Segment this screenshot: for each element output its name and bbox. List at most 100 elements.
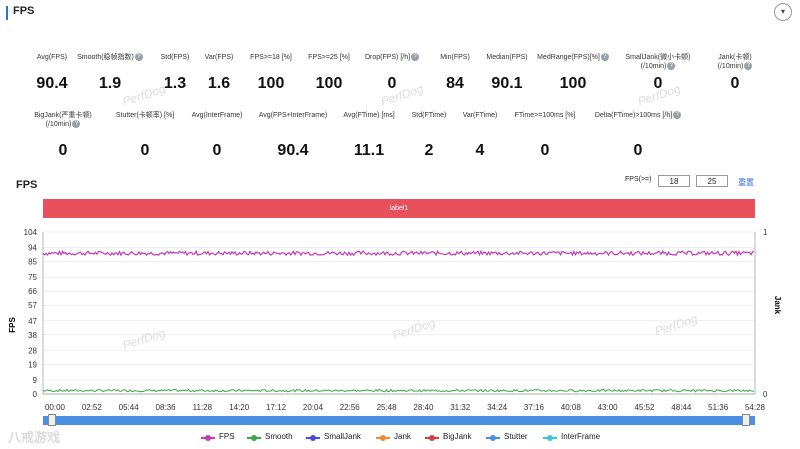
stat-bigjank-: BigJank(严重卡顿) (/10min)? 0 xyxy=(13,111,113,171)
stat-label: SmallJank(微小卡顿) (/10min)? xyxy=(625,54,691,71)
stat-var-fps-: Var(FPS) 1.6 xyxy=(169,53,269,113)
stat-label: Avg(FTime) [ms] xyxy=(343,112,395,119)
y2-axis: 01 xyxy=(763,228,768,399)
legend-label: BigJank xyxy=(443,432,472,441)
slider-handle-right[interactable] xyxy=(742,414,750,426)
stat-value: 100 xyxy=(257,75,285,92)
stat-value: 0 xyxy=(58,142,68,159)
chart-title: FPS xyxy=(16,179,38,191)
stat-value: 1.3 xyxy=(163,75,187,92)
y-tick-label: 0 xyxy=(33,390,38,399)
stat-label: Stutter(卡顿率) [%] xyxy=(115,112,175,119)
y-tick-label: 57 xyxy=(28,301,37,310)
x-tick-label: 45:52 xyxy=(634,403,655,412)
stat-value: 1.9 xyxy=(98,75,122,92)
fps-filter-label: FPS(>=) xyxy=(625,176,652,183)
fps-series-line xyxy=(42,249,755,257)
x-tick-label: 54:28 xyxy=(745,403,766,412)
stat-value: 84 xyxy=(446,75,464,92)
stat-value: 0 xyxy=(387,75,397,92)
y2-tick-label: 0 xyxy=(763,390,768,399)
help-icon[interactable]: ? xyxy=(600,53,609,62)
stat-value: 4 xyxy=(475,142,485,159)
stat-value: 100 xyxy=(315,75,343,92)
stat-value: 1.6 xyxy=(207,75,231,92)
y-tick-label: 75 xyxy=(28,273,37,282)
stat-label: Smooth(稳帧指数)? xyxy=(60,53,160,62)
chart-legend: FPS Smooth SmallJank Jank BigJank Stutter Inte… xyxy=(0,432,800,444)
stat-label: Delta(FTime)>100ms [/h]? xyxy=(588,111,688,120)
x-tick-label: 40:08 xyxy=(561,403,582,412)
time-range-slider[interactable] xyxy=(43,416,755,425)
section-title: FPS xyxy=(13,5,35,17)
stat-label: FPS>=25 [%] xyxy=(308,54,350,61)
help-icon[interactable]: ? xyxy=(667,62,676,71)
legend-label: Jank xyxy=(394,432,411,441)
x-tick-label: 20:04 xyxy=(303,403,324,412)
legend-dot xyxy=(310,435,316,441)
title-accent-bar xyxy=(6,6,8,20)
stat-label: FTime>=100ms [%] xyxy=(514,112,576,119)
y-tick-label: 104 xyxy=(24,228,38,237)
legend-label: Smooth xyxy=(265,432,293,441)
stat-label: Var(FTime) xyxy=(462,112,498,119)
stat-std-ftime-: Std(FTime) 2 xyxy=(379,111,479,171)
help-icon[interactable]: ? xyxy=(411,53,420,62)
y-tick-label: 47 xyxy=(28,317,37,326)
stat-delta-ftime-100ms-h-: Delta(FTime)>100ms [/h]? 0 xyxy=(588,111,688,171)
stat-label: Std(FPS) xyxy=(160,54,190,61)
x-tick-label: 28:40 xyxy=(413,403,434,412)
x-tick-label: 11:28 xyxy=(193,403,213,412)
section-header: FPS ▾ xyxy=(0,0,800,26)
legend-dot xyxy=(380,435,386,441)
stat-value: 0 xyxy=(212,142,222,159)
collapse-chevron-icon[interactable]: ▾ xyxy=(774,3,792,21)
stat-value: 0 xyxy=(653,75,663,92)
y-tick-label: 38 xyxy=(28,331,37,340)
stat-label: FPS>=18 [%] xyxy=(250,54,292,61)
fps-threshold-input-1[interactable]: 18 xyxy=(658,175,690,187)
stat-stutter-: Stutter(卡顿率) [%] 0 xyxy=(95,111,195,171)
stat-label: Jank(卡顿) (/10min)? xyxy=(717,54,753,71)
x-tick-label: 51:36 xyxy=(708,403,729,412)
stat-min-fps-: Min(FPS) 84 xyxy=(405,53,505,113)
stat-avg-fps-: Avg(FPS) 90.4 xyxy=(2,53,102,113)
chart-grid xyxy=(42,231,756,395)
x-axis: 00:00 02:52 05:44 08:36 11:28 14:20 17:12 20:04… xyxy=(45,403,766,412)
help-icon[interactable]: ? xyxy=(673,111,682,120)
legend-label: Stutter xyxy=(504,432,528,441)
help-icon[interactable]: ? xyxy=(744,62,753,71)
stat-value: 2 xyxy=(424,142,434,159)
help-icon[interactable]: ? xyxy=(134,53,143,62)
fps-threshold-input-2[interactable]: 25 xyxy=(696,175,728,187)
stat-label: Drop(FPS) [/h]? xyxy=(342,53,442,62)
stat-label: Std(FTime) xyxy=(411,112,447,119)
slider-handle-left[interactable] xyxy=(48,414,56,426)
stat-medrange-fps-: MedRange(FPS)[%]? 100 xyxy=(523,53,623,113)
stat-label: Avg(InterFrame) xyxy=(191,112,243,119)
x-tick-label: 08:36 xyxy=(156,403,177,412)
legend-label: InterFrame xyxy=(561,432,601,441)
legend-dot xyxy=(547,435,553,441)
stat-jank-: Jank(卡顿) (/10min)? 0 xyxy=(685,53,785,113)
stat-avg-fps-interframe-: Avg(FPS+InterFrame) 90.4 xyxy=(243,111,343,171)
reset-link[interactable]: 重置 xyxy=(738,178,754,187)
stat-ftime-100ms-: FTime>=100ms [%] 0 xyxy=(495,111,595,171)
stat-value: 90.4 xyxy=(36,75,68,92)
legend-dot xyxy=(429,435,435,441)
stat-fps-18-: FPS>=18 [%] 100 xyxy=(221,53,321,113)
stat-var-ftime-: Var(FTime) 4 xyxy=(430,111,530,171)
stat-label: Median(FPS) xyxy=(486,54,528,61)
stat-median-fps-: Median(FPS) 90.1 xyxy=(457,53,557,113)
y2-axis-label: Jank xyxy=(773,296,782,315)
help-icon[interactable]: ? xyxy=(72,120,81,129)
stat-label: MedRange(FPS)[%]? xyxy=(523,53,623,62)
y-tick-label: 94 xyxy=(28,244,37,253)
y-tick-label: 85 xyxy=(28,258,37,267)
x-tick-label: 00:00 xyxy=(45,403,66,412)
stat-label: Var(FPS) xyxy=(204,54,234,61)
y-tick-label: 66 xyxy=(28,287,37,296)
stat-label: Avg(FPS+InterFrame) xyxy=(258,112,328,119)
label-bar[interactable]: label1 xyxy=(43,199,755,218)
